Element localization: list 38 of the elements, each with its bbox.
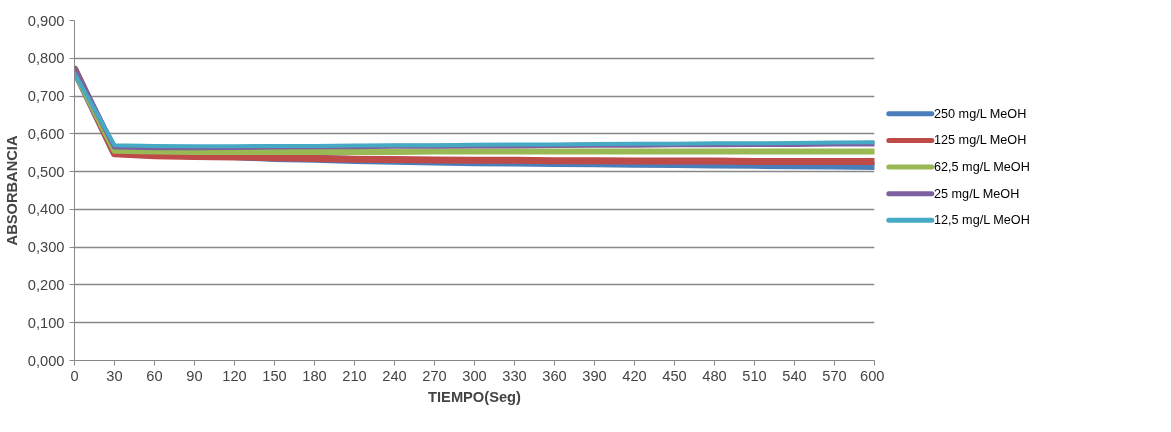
x-tick-label: 210 xyxy=(342,367,367,384)
x-tick-label: 60 xyxy=(146,367,163,384)
x-tick-label: 480 xyxy=(702,367,727,384)
x-tick-label: 570 xyxy=(822,367,847,384)
legend-label: 62,5 mg/L MeOH xyxy=(933,160,1030,175)
y-tick-label: 0,000 xyxy=(27,352,65,369)
y-axis-title: ABSORBANCIA xyxy=(3,135,20,246)
x-tick-label: 540 xyxy=(782,367,807,384)
y-tick-label: 0,600 xyxy=(27,125,65,142)
x-tick-label: 510 xyxy=(742,367,767,384)
y-tick-label: 0,400 xyxy=(27,201,65,218)
y-tick-label: 0,300 xyxy=(27,239,65,256)
x-tick-label: 0 xyxy=(70,367,79,384)
y-tick-label: 0,700 xyxy=(27,88,65,105)
x-tick-label: 390 xyxy=(582,367,607,384)
x-tick-label: 450 xyxy=(662,367,687,384)
x-tick-label: 420 xyxy=(622,367,647,384)
x-tick-label: 180 xyxy=(302,367,327,384)
y-tick-label: 0,900 xyxy=(27,12,65,29)
x-tick-label: 90 xyxy=(186,367,203,384)
x-tick-label: 360 xyxy=(542,367,567,384)
x-tick-label: 150 xyxy=(262,367,287,384)
legend-label: 250 mg/L MeOH xyxy=(933,106,1027,121)
legend-label: 12,5 mg/L MeOH xyxy=(933,213,1030,228)
x-tick-label: 240 xyxy=(382,367,407,384)
y-tick-label: 0,800 xyxy=(27,50,65,67)
x-tick-label: 120 xyxy=(222,367,247,384)
x-tick-label: 270 xyxy=(422,367,447,384)
y-tick-label: 0,200 xyxy=(27,276,65,293)
x-tick-label: 30 xyxy=(106,367,123,384)
x-tick-label: 300 xyxy=(462,367,487,384)
x-tick-label: 330 xyxy=(502,367,527,384)
x-axis-title: TIEMPO(Seg) xyxy=(428,388,522,405)
legend-label: 125 mg/L MeOH xyxy=(933,133,1027,148)
y-tick-label: 0,500 xyxy=(27,163,65,180)
x-tick-label: 600 xyxy=(860,367,885,384)
y-tick-label: 0,100 xyxy=(27,314,65,331)
legend-label: 25 mg/L MeOH xyxy=(933,186,1020,201)
